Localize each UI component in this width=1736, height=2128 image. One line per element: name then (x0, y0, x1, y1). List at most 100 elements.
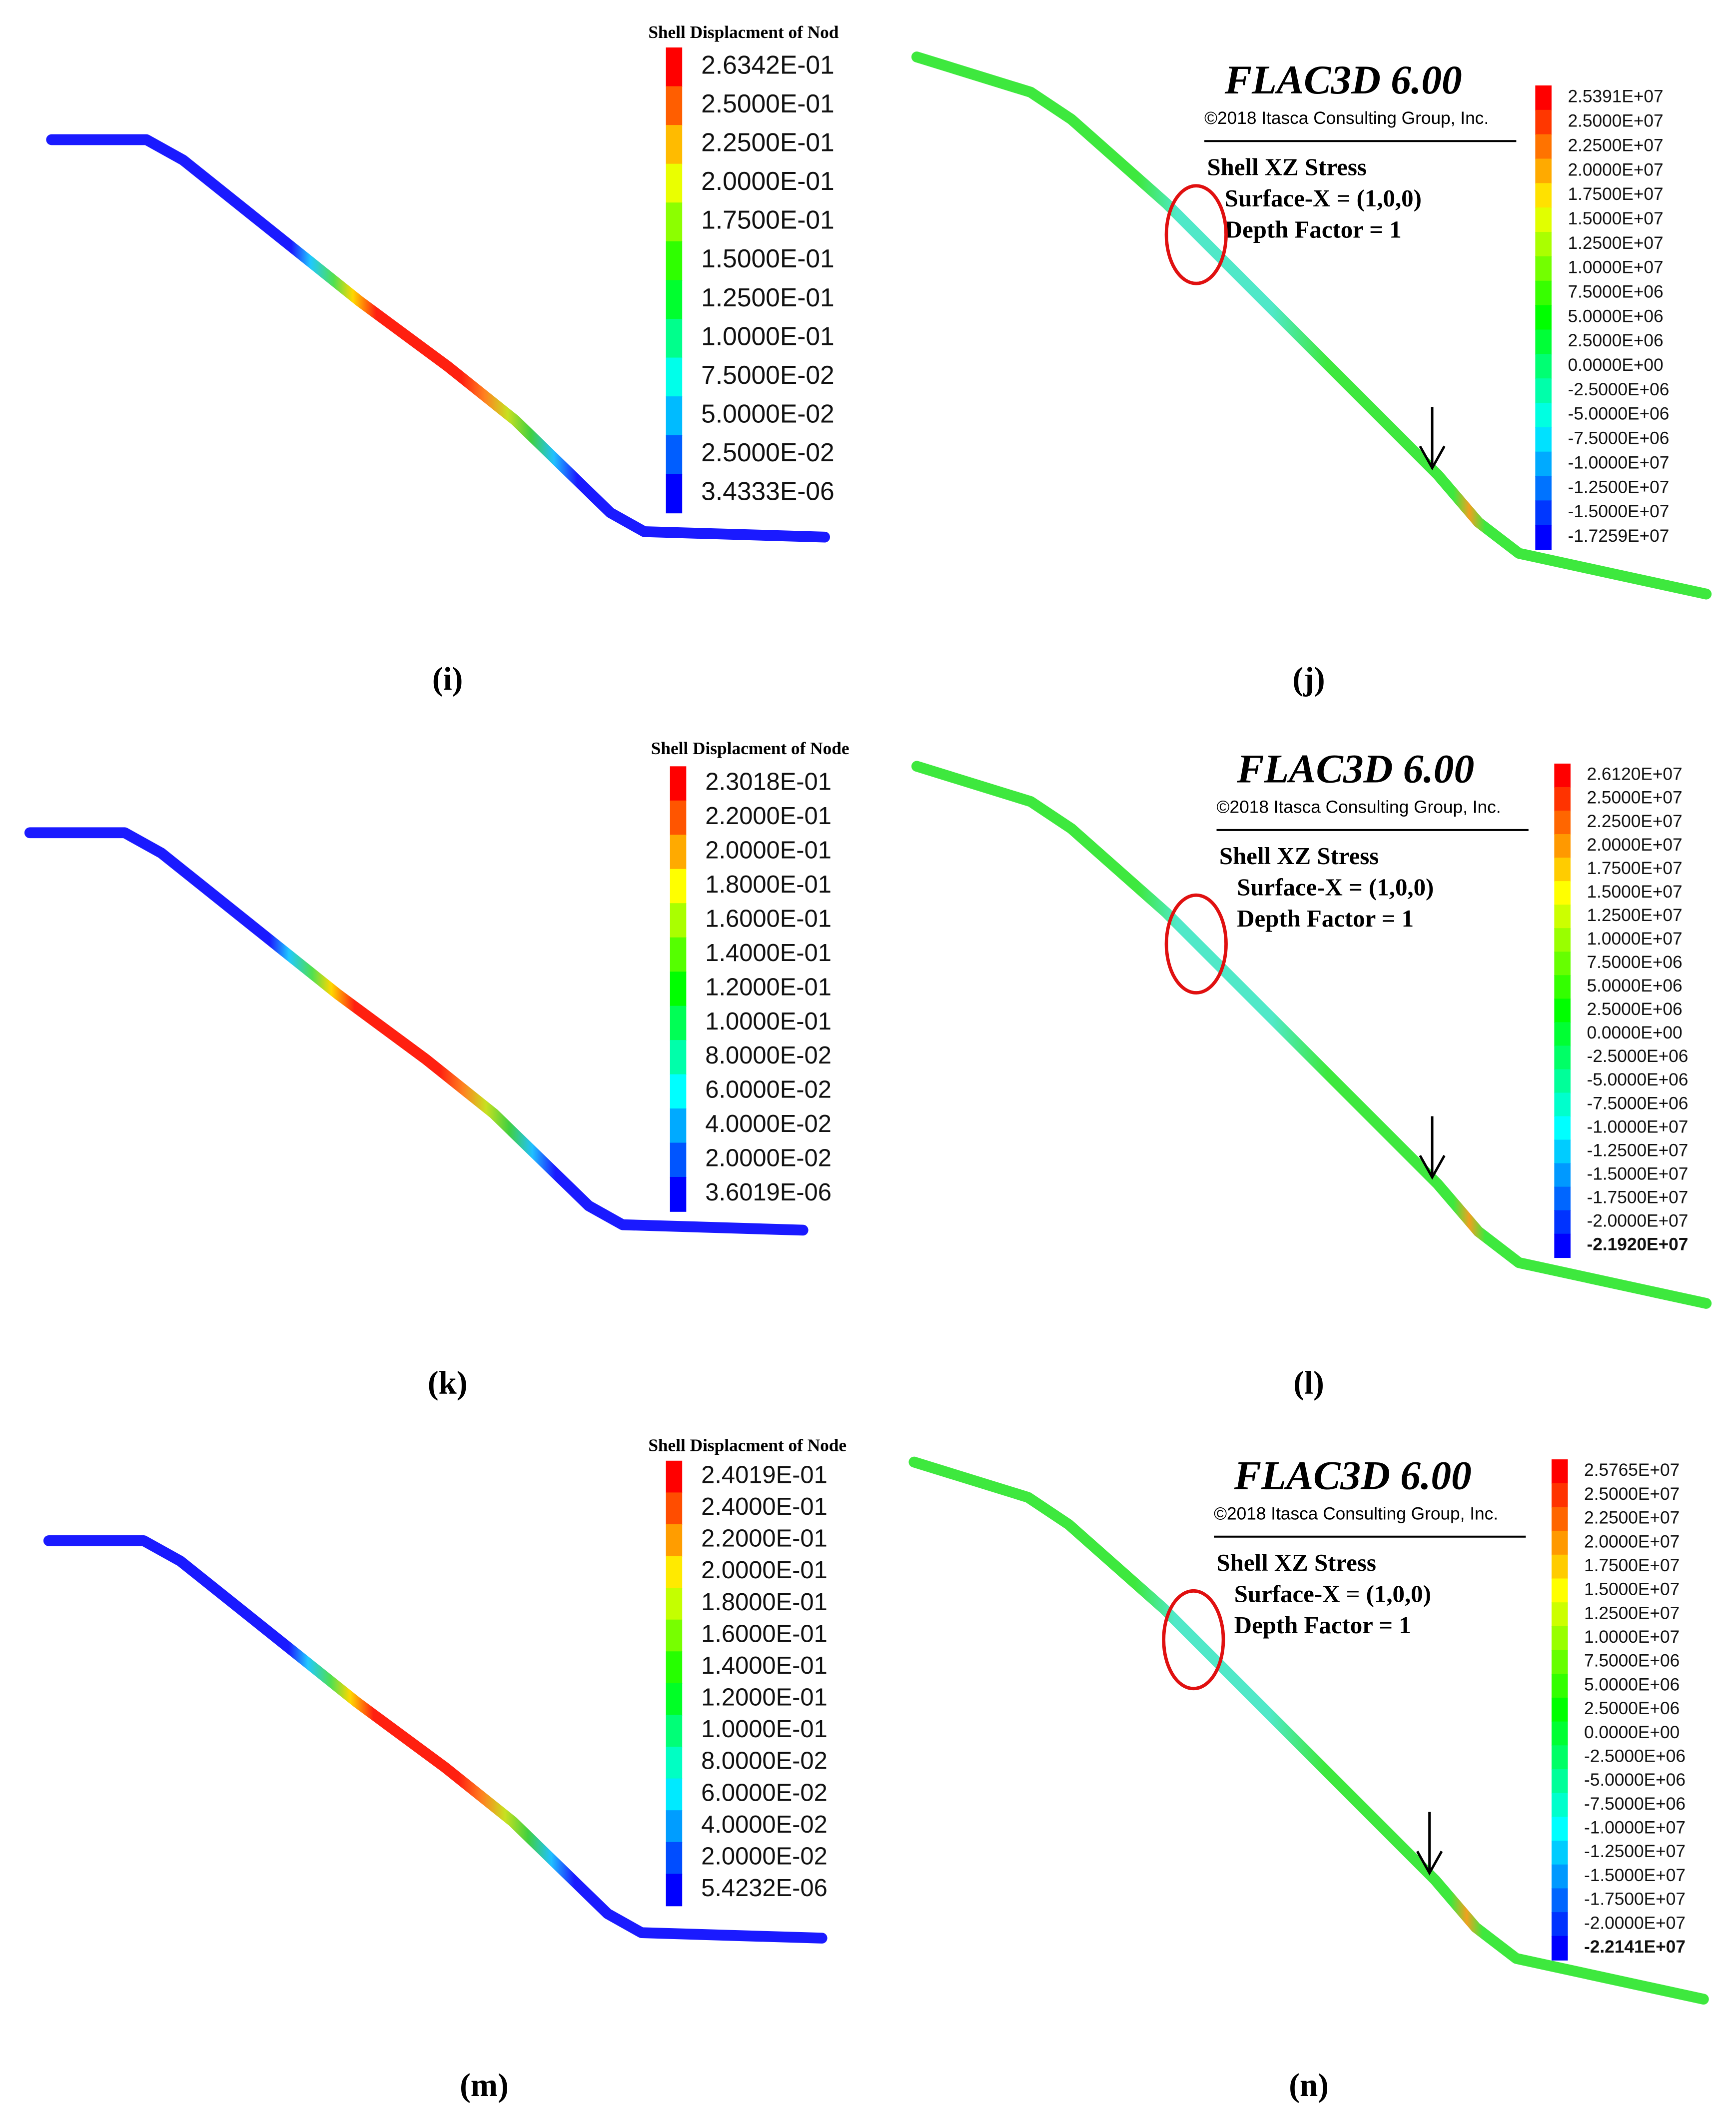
colorbar-segment (666, 318, 683, 358)
colorbar-segment (1551, 1674, 1568, 1699)
caption: (n) (1289, 2068, 1329, 2104)
legend-label: 1.2500E+07 (1587, 906, 1682, 925)
colorbar-segment (1535, 305, 1552, 330)
colorbar-segment (1535, 403, 1552, 428)
colorbar-segment (670, 800, 687, 836)
colorbar-segment (1535, 232, 1552, 257)
legend-label: -2.5000E+06 (1584, 1746, 1686, 1766)
legend-label: 4.0000E-02 (701, 1811, 828, 1838)
colorbar-segment (666, 1715, 683, 1748)
legend-label: 2.5765E+07 (1584, 1460, 1680, 1480)
colorbar-segment (666, 1778, 683, 1811)
legend-label: 1.5000E+07 (1568, 209, 1663, 228)
panel: 2.5765E+07 2.5000E+07 2.2500E+07 2.0000E+07… (908, 1452, 1709, 2104)
highlight-circle (1164, 184, 1228, 285)
colorbar-segment (1551, 1721, 1568, 1746)
legend-label: 1.5000E-01 (701, 244, 835, 273)
slope-shell (46, 134, 831, 543)
slope-shell (908, 1456, 1709, 2005)
legend-label: 3.4333E-06 (701, 477, 835, 506)
colorbar-segment (1554, 1069, 1571, 1093)
arrow (1419, 407, 1446, 471)
legend-label: 8.0000E-02 (705, 1042, 832, 1069)
legend-label: -1.7500E+07 (1584, 1890, 1686, 1909)
legend-label: 1.5000E+07 (1584, 1580, 1680, 1599)
colorbar-segment (666, 474, 683, 514)
plot-info: Shell XZ Stress (1219, 842, 1379, 870)
colorbar-segment (1554, 834, 1571, 859)
legend-label: -1.5000E+07 (1584, 1866, 1686, 1885)
legend-label: 2.5000E+06 (1587, 1000, 1682, 1019)
slope-shell (43, 1535, 828, 1944)
legend-label: -1.0000E+07 (1587, 1117, 1688, 1136)
colorbar-segment (666, 1524, 683, 1557)
legend-label: 2.0000E-01 (701, 166, 835, 195)
colorbar-segment (670, 1142, 687, 1178)
colorbar-segment (1535, 85, 1552, 111)
legend-label: 1.8000E-01 (705, 871, 832, 898)
legend-label: 2.2500E-01 (701, 128, 835, 157)
legend-label: 7.5000E-02 (701, 360, 835, 389)
plot-info: Depth Factor = 1 (1237, 905, 1414, 932)
colorbar-segment (1554, 1163, 1571, 1187)
legend-label: 6.0000E-02 (705, 1076, 832, 1103)
legend-label: 7.5000E+06 (1587, 953, 1682, 972)
colorbar-segment (1551, 1769, 1568, 1794)
colorbar-segment (666, 202, 683, 242)
caption: (j) (1293, 661, 1325, 697)
legend-label: 0.0000E+00 (1587, 1023, 1682, 1043)
software-title: FLAC3D 6.00 (1224, 57, 1462, 102)
colorbar-segment (666, 280, 683, 320)
colorbar-segment (1554, 810, 1571, 835)
legend-label: -1.7259E+07 (1568, 526, 1669, 546)
colorbar-segment (1551, 1483, 1568, 1508)
legend-label: 2.5000E+07 (1584, 1484, 1680, 1504)
legend-label: -1.7500E+07 (1587, 1187, 1688, 1207)
legend-label: 7.5000E+06 (1568, 282, 1663, 302)
legend-label: -1.2500E+07 (1587, 1140, 1688, 1160)
legend-label: 1.7500E-01 (701, 205, 835, 234)
plot-info: Surface-X = (1,0,0) (1225, 184, 1422, 212)
arrow (1416, 1812, 1443, 1876)
legend-label: 3.6019E-06 (705, 1179, 832, 1206)
legend-title: Shell Displacment of Nod (648, 22, 839, 42)
legend-label: -1.2500E+07 (1584, 1842, 1686, 1861)
colorbar-segment (1551, 1793, 1568, 1818)
legend-title: Shell Displacment of Node (651, 739, 850, 758)
colorbar-segment (1554, 881, 1571, 906)
colorbar-segment (666, 396, 683, 436)
legend-label: -2.5000E+06 (1568, 380, 1669, 399)
legend-label: 1.6000E-01 (705, 905, 832, 932)
colorbar-segment (670, 972, 687, 1007)
colorbar-segment (670, 937, 687, 973)
colorbar-segment (666, 1651, 683, 1684)
legend-label: -1.0000E+07 (1568, 453, 1669, 472)
arrow (1419, 1116, 1446, 1180)
legend-label: 2.0000E-01 (705, 837, 832, 864)
legend-label: 2.0000E-02 (701, 1843, 828, 1870)
colorbar-segment (1535, 256, 1552, 282)
legend-title: Shell Displacment of Node (648, 1436, 847, 1455)
legend-label: 2.6342E-01 (701, 50, 835, 79)
panel: 2.4019E-01 2.4000E-01 2.2000E-01 2.0000E-01… (43, 1436, 847, 2104)
colorbar-segment (1551, 1817, 1568, 1842)
legend-label: 1.7500E+07 (1587, 859, 1682, 878)
legend-label: -7.5000E+06 (1568, 429, 1669, 448)
colorbar-segment (1535, 378, 1552, 404)
colorbar-segment (1554, 1092, 1571, 1117)
legend-label: 1.4000E-01 (701, 1652, 828, 1679)
colorbar-segment (1535, 109, 1552, 135)
legend-label: 2.6120E+07 (1587, 765, 1682, 784)
legend-label: 5.0000E+06 (1587, 976, 1682, 996)
legend-label: -2.0000E+07 (1584, 1913, 1686, 1933)
legend-label: 2.4019E-01 (701, 1461, 828, 1488)
legend-label: 2.5000E+07 (1587, 788, 1682, 808)
colorbar-segment (666, 1747, 683, 1779)
legend-label: 5.0000E+06 (1584, 1675, 1680, 1694)
colorbar-segment (1554, 952, 1571, 976)
colorbar-segment (666, 1619, 683, 1652)
colorbar-segment (666, 357, 683, 397)
colorbar-segment (666, 163, 683, 203)
colorbar-segment (666, 1460, 683, 1493)
colorbar-segment (1535, 329, 1552, 355)
